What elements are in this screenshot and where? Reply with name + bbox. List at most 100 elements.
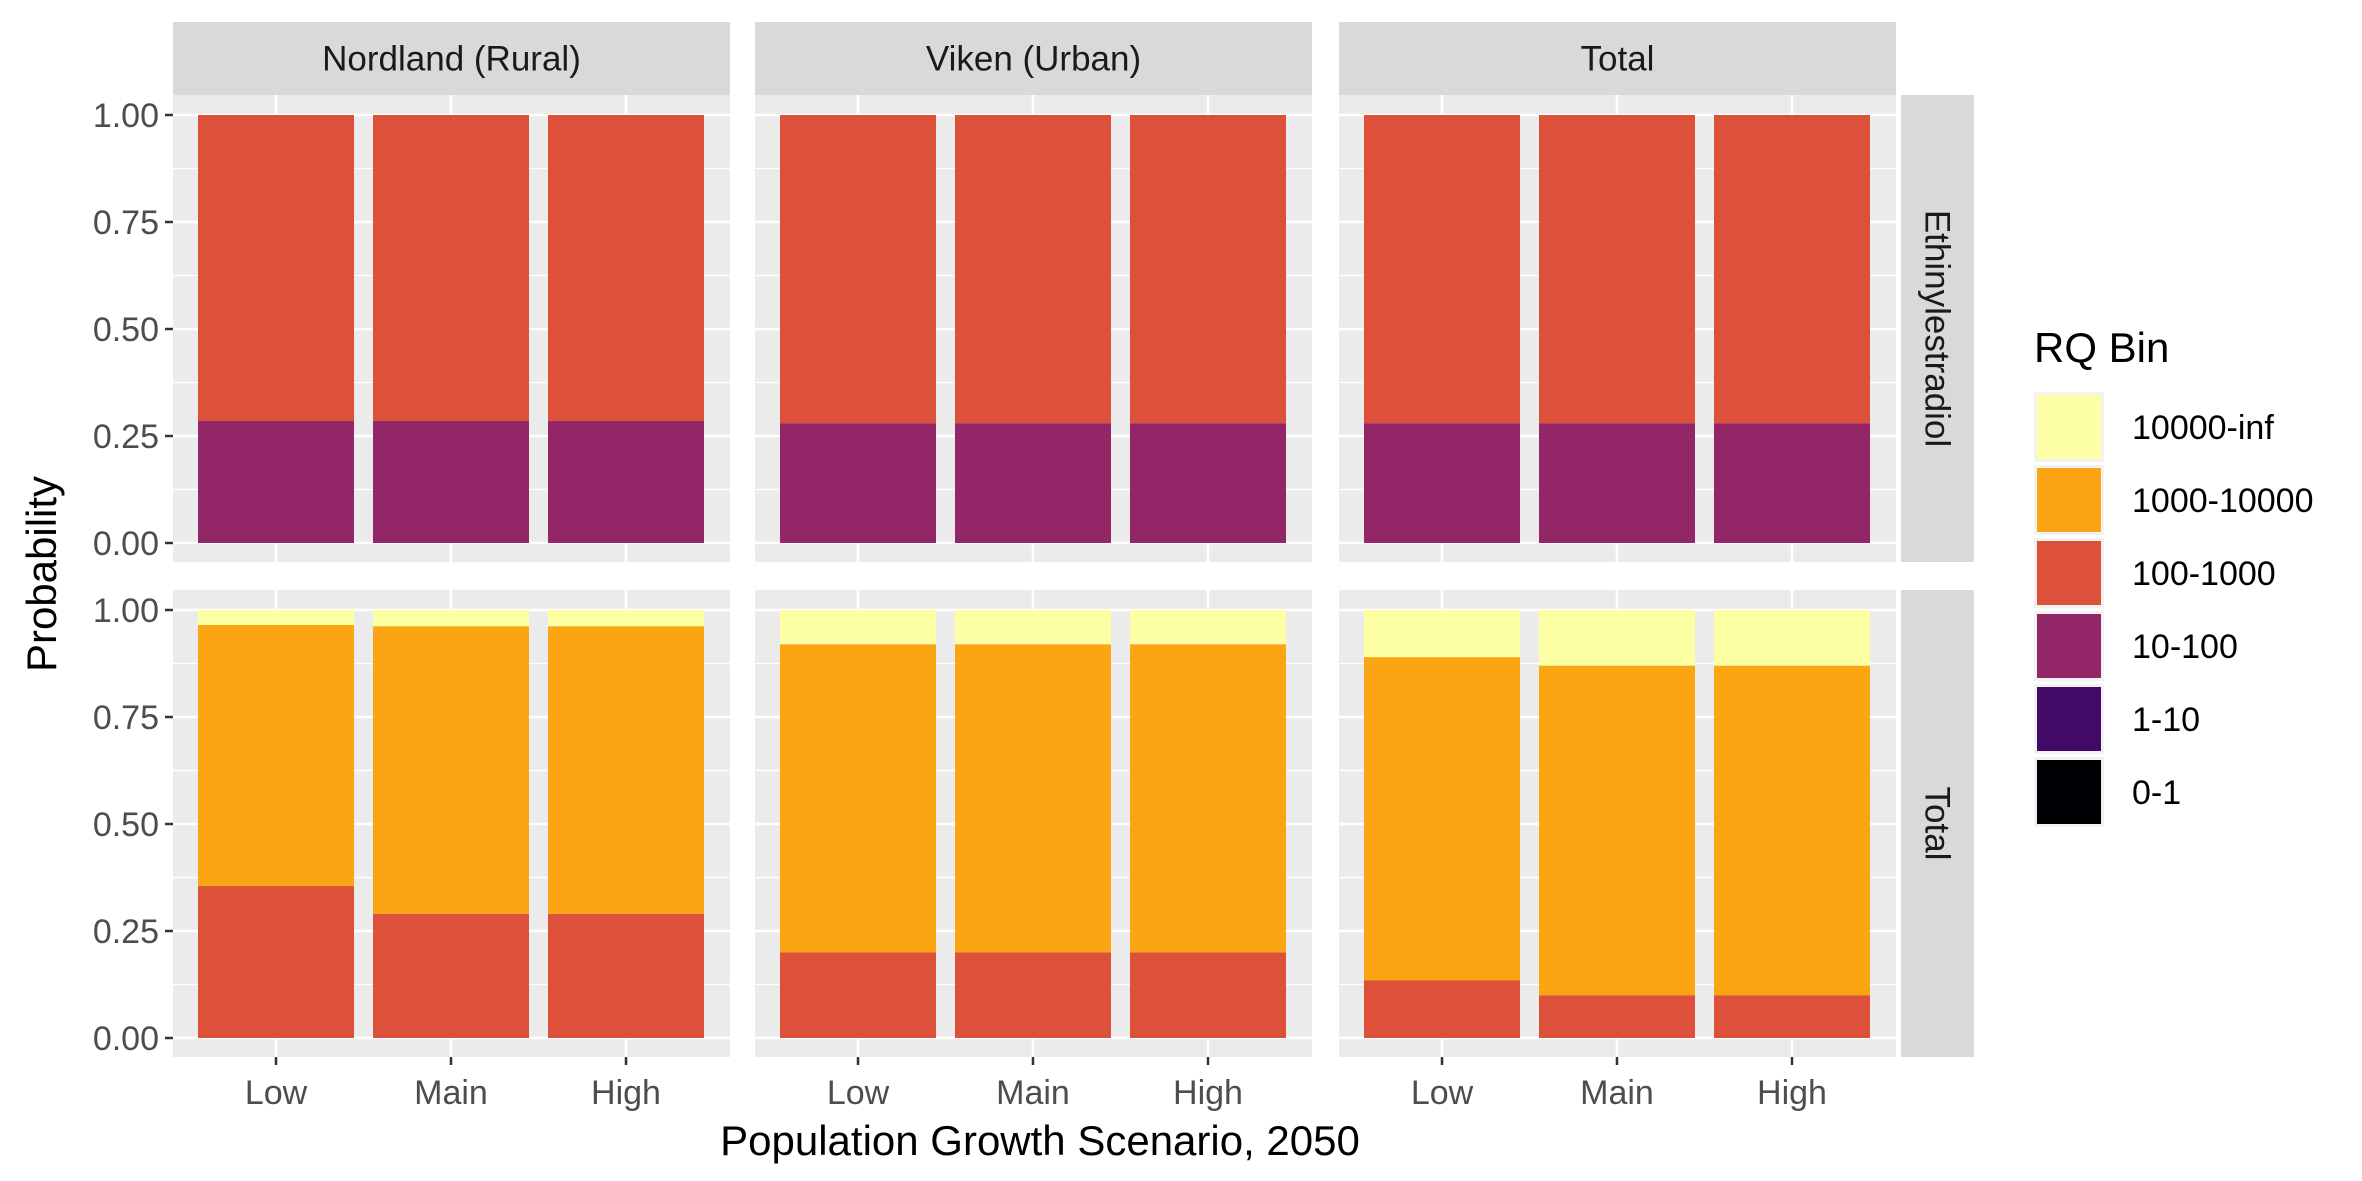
legend: RQ Bin 10000-inf 1000-10000 100-1000 10-100… [2034,324,2314,827]
bar-segment-main-100-1000 [955,115,1111,424]
x-axis-title: Population Growth Scenario, 2050 [720,1117,1360,1164]
strip-bg-total [1339,22,1896,95]
y-tick-label: 0.25 [93,913,159,951]
bar-segment-main-10000-inf [955,610,1111,645]
strip-label-nordland-rural: Nordland (Rural) [322,40,581,79]
x-tick-label-high: High [1757,1074,1827,1112]
bar-segment-main-100-1000 [1539,115,1695,424]
y-axis-title: Probability [18,476,65,672]
panel-total-total [1339,590,1896,1057]
bar-segment-high-10000-inf [548,610,704,627]
y-tick-label: 0.50 [93,806,159,844]
panel-ethinylestradiol-total [1339,95,1896,562]
bar-segment-low-10-100 [198,421,354,543]
y-tick-label: 0.50 [93,311,159,349]
bar-segment-high-100-1000 [1714,995,1870,1038]
panel-ethinylestradiol-nordland-rural [173,95,730,562]
bar-segment-main-1000-10000 [373,626,529,914]
bar-segment-high-10000-inf [1130,610,1286,645]
legend-label-1-10: 1-10 [2132,701,2200,739]
legend-label-10-100: 10-100 [2132,628,2238,666]
bar-segment-main-10-100 [955,423,1111,543]
facet-panels [173,95,1896,1057]
strip-label-viken-urban: Viken (Urban) [926,40,1141,79]
bar-segment-low-10000-inf [198,610,354,625]
y-tick-label: 0.75 [93,699,159,737]
y-tick-label: 1.00 [93,592,159,630]
y-tick-label: 1.00 [93,97,159,135]
bar-segment-high-100-1000 [1130,115,1286,424]
legend-label-1000-10000: 1000-10000 [2132,482,2314,520]
panel-ethinylestradiol-viken-urban [755,95,1312,562]
legend-swatch-100-1000 [2037,541,2101,605]
legend-swatch-10000-inf [2037,395,2101,459]
strip-label-total: Total [1581,40,1655,79]
row-strip-bg-total [1901,590,1974,1057]
x-axis: Low Main High Low Main High Low Main High [245,1057,1827,1112]
bar-segment-low-100-1000 [1364,980,1520,1038]
bar-segment-high-100-1000 [548,913,704,1038]
legend-swatch-10-100 [2037,614,2101,678]
bar-segment-low-100-1000 [198,886,354,1038]
x-tick-label-high: High [591,1074,661,1112]
x-tick-label-main: Main [1580,1074,1654,1112]
legend-swatch-1-10 [2037,687,2101,751]
legend-label-10000-inf: 10000-inf [2132,409,2274,447]
bar-segment-main-10-100 [1539,423,1695,543]
x-tick-label-main: Main [414,1074,488,1112]
bar-segment-high-1000-10000 [1130,644,1286,953]
y-tick-label: 0.25 [93,418,159,456]
bar-segment-main-100-1000 [955,952,1111,1038]
panel-total-nordland-rural [173,590,730,1057]
x-tick-label-low: Low [245,1074,308,1112]
bar-segment-low-1000-10000 [1364,657,1520,981]
bar-segment-low-100-1000 [1364,115,1520,424]
bar-segment-main-100-1000 [373,115,529,422]
strip-bg-viken-urban [755,22,1312,95]
column-facet-strips: Nordland (Rural) Viken (Urban) Total [173,22,1896,95]
bar-segment-main-1000-10000 [955,644,1111,953]
legend-label-100-1000: 100-1000 [2132,555,2276,593]
y-tick-label: 0.00 [93,525,159,563]
bar-segment-high-100-1000 [1130,952,1286,1038]
bar-segment-main-1000-10000 [1539,665,1695,996]
bar-segment-low-1000-10000 [198,624,354,887]
row-strip-label-ethinylestradiol: Ethinylestradiol [1918,210,1957,447]
bar-segment-low-10000-inf [780,610,936,645]
strip-bg-nordland-rural [173,22,730,95]
y-tick-label: 0.00 [93,1020,159,1058]
y-axes: 0.00 0.25 0.50 0.75 1.00 0.00 0.25 0.50 0.75 1.00 [93,97,173,1058]
legend-swatch-0-1 [2037,760,2101,824]
bar-segment-low-100-1000 [198,115,354,422]
row-facet-strips: Ethinylestradiol Total [1901,95,1974,1057]
legend-title: RQ Bin [2034,324,2169,371]
bar-segment-main-100-1000 [1539,995,1695,1038]
bar-segment-low-100-1000 [780,952,936,1038]
legend-swatch-1000-10000 [2037,468,2101,532]
row-strip-bg-ethinylestradiol [1901,95,1974,562]
bar-segment-low-10000-inf [1364,610,1520,658]
bar-segment-high-10-100 [1130,423,1286,543]
x-tick-label-low: Low [1411,1074,1474,1112]
bar-segment-high-10-100 [1714,423,1870,543]
panel-total-viken-urban [755,590,1312,1057]
bar-segment-high-1000-10000 [548,626,704,914]
bar-segment-main-10000-inf [373,610,529,627]
bar-segment-high-10-100 [548,421,704,543]
bar-segment-low-1000-10000 [780,644,936,953]
bar-segment-high-100-1000 [548,115,704,422]
legend-label-0-1: 0-1 [2132,774,2181,812]
bar-segment-low-10-100 [1364,423,1520,543]
bar-segment-main-100-1000 [373,913,529,1038]
x-tick-label-main: Main [996,1074,1070,1112]
y-tick-label: 0.75 [93,204,159,242]
bar-segment-main-10000-inf [1539,610,1695,666]
row-strip-label-total: Total [1918,787,1957,861]
bar-segment-low-10-100 [780,423,936,543]
bar-segment-main-10-100 [373,421,529,543]
bar-segment-high-10000-inf [1714,610,1870,666]
bar-segment-low-100-1000 [780,115,936,424]
x-tick-label-low: Low [827,1074,890,1112]
x-tick-label-high: High [1173,1074,1243,1112]
